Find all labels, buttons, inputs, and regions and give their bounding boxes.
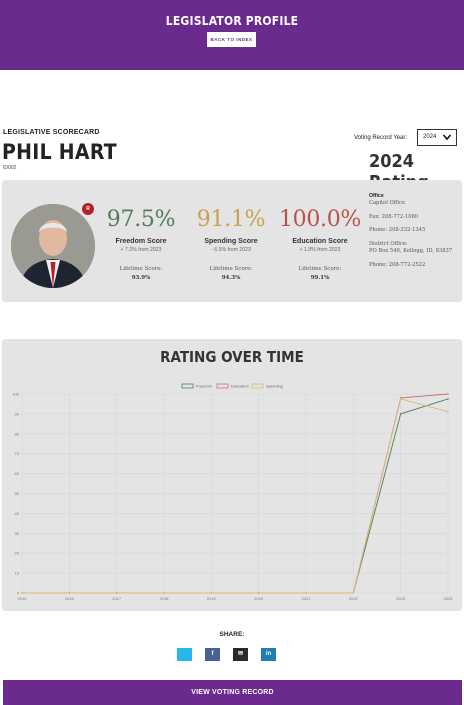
rating-chart-card xyxy=(2,339,462,611)
facebook-icon: f xyxy=(211,651,214,657)
data-point-spending xyxy=(352,592,355,594)
x-tick-label: 2015 xyxy=(18,596,28,601)
chart-title: RATING OVER TIME xyxy=(160,348,304,366)
x-tick-label: 2018 xyxy=(160,596,170,601)
spending-score-block: 91.1% Spending Score - 6.5% from 2023 Li… xyxy=(185,205,277,281)
district-office-label: District Office: xyxy=(369,241,408,247)
facebook-share-button[interactable]: f xyxy=(205,648,220,661)
legend-swatch-freedom xyxy=(181,383,194,389)
education-score-label: Education Score xyxy=(292,238,348,245)
x-tick-label: 2016 xyxy=(65,596,75,601)
y-tick-label: 90 xyxy=(15,411,20,416)
x-tick-label: 2022 xyxy=(349,596,359,601)
page-header: LEGISLATOR PROFILE BACK TO INDEX xyxy=(0,0,464,70)
y-tick-label: 20 xyxy=(15,551,20,556)
data-point-spending xyxy=(21,592,23,594)
education-score-value: 100.0% xyxy=(278,207,362,232)
y-tick-label: 30 xyxy=(15,531,20,536)
office-phone-capitol: Phone: 208-332-1345 xyxy=(369,227,426,234)
scorecard-label: LEGISLATIVE SCORECARD xyxy=(3,129,100,136)
party-badge: R xyxy=(82,203,94,215)
data-point-freedom xyxy=(399,413,402,415)
year-select[interactable]: 2024 xyxy=(417,129,457,146)
freedom-score-block: 97.5% Freedom Score + 7.2% from 2023 Lif… xyxy=(95,205,187,281)
district-office-address: PO Box 540, Kellogg, ID, 83837 xyxy=(369,247,453,254)
data-point-spending xyxy=(163,592,165,594)
linkedin-icon: in xyxy=(265,651,272,657)
x-tick-label: 2024 xyxy=(444,596,454,601)
office-phone-district: Phone: 208-772-2522 xyxy=(369,261,426,268)
data-point-spending xyxy=(210,592,213,594)
legislator-name: PHIL HART xyxy=(2,140,117,164)
spending-lifetime-label: Lifetime Score: xyxy=(209,266,253,272)
x-tick-label: 2023 xyxy=(396,596,406,601)
legend-label-spending: Spending xyxy=(266,384,283,389)
year-select-value: 2024 xyxy=(423,134,437,140)
education-lifetime-label: Lifetime Score: xyxy=(298,266,342,272)
page-title: LEGISLATOR PROFILE xyxy=(165,14,299,28)
office-heading: Office xyxy=(369,193,384,199)
y-tick-label: 70 xyxy=(15,451,20,456)
series-line-spending xyxy=(22,398,449,594)
y-tick-label: 40 xyxy=(15,511,20,516)
view-voting-record-button[interactable]: VIEW VOTING RECORD xyxy=(3,680,462,705)
office-fax: Fax: 208-772-1080 xyxy=(369,213,419,220)
y-tick-label: 60 xyxy=(15,471,20,476)
data-point-spending xyxy=(447,411,449,413)
freedom-lifetime-label: Lifetime Score: xyxy=(119,266,163,272)
legend-label-freedom: Freedom xyxy=(196,384,213,389)
education-lifetime-value: 99.1% xyxy=(310,275,330,281)
x-tick-label: 2021 xyxy=(302,596,312,601)
share-label: SHARE: xyxy=(219,631,245,638)
data-point-education xyxy=(447,393,449,395)
legend-label-education: Education xyxy=(231,384,249,389)
series-line-freedom xyxy=(22,398,449,594)
linkedin-share-button[interactable]: in xyxy=(261,648,276,661)
legend-swatch-education xyxy=(216,383,229,389)
data-point-spending xyxy=(257,592,260,594)
y-tick-label: 100 xyxy=(12,392,19,397)
rating-over-time-chart: 0 10 20 30 40 50 60 70 80 90 100 2015 2016 2017 2018 20… xyxy=(12,383,454,602)
education-score-change: + 1.8% from 2023 xyxy=(299,247,341,253)
legend-swatch-spending xyxy=(251,383,264,389)
y-tick-label: 10 xyxy=(15,571,20,576)
x-tick-label: 2019 xyxy=(207,596,217,601)
back-to-index-button[interactable]: BACK TO INDEX xyxy=(207,32,256,47)
freedom-lifetime-value: 93.9% xyxy=(131,275,151,281)
x-tick-label: 2020 xyxy=(254,596,264,601)
email-share-button[interactable]: ✉ xyxy=(233,648,248,661)
office-info: Office Capitol Office Fax: 208-772-1080 … xyxy=(369,193,459,268)
email-icon: ✉ xyxy=(237,651,244,657)
data-point-spending xyxy=(68,592,71,594)
data-point-spending xyxy=(305,592,307,594)
twitter-share-button[interactable] xyxy=(177,648,192,661)
spending-score-label: Spending Score xyxy=(204,238,258,245)
y-tick-label: 0 xyxy=(17,591,20,596)
y-tick-label: 80 xyxy=(15,431,20,436)
data-point-spending xyxy=(399,398,402,400)
freedom-score-value: 97.5% xyxy=(106,207,176,232)
data-point-freedom xyxy=(447,398,449,400)
data-point-spending xyxy=(115,592,118,594)
district-code: ID002 xyxy=(3,165,17,171)
x-tick-label: 2017 xyxy=(112,596,122,601)
chevron-down-icon xyxy=(442,134,452,141)
freedom-score-label: Freedom Score xyxy=(115,238,167,245)
legislator-photo xyxy=(11,204,95,288)
spending-lifetime-value: 94.3% xyxy=(221,275,241,281)
education-score-block: 100.0% Education Score + 1.8% from 2023 … xyxy=(274,205,366,281)
year-select-label: Voting Record Year: xyxy=(354,135,408,141)
spending-score-value: 91.1% xyxy=(196,207,266,232)
capitol-office: Capitol Office xyxy=(369,199,406,206)
y-tick-label: 50 xyxy=(15,491,20,496)
spending-score-change: - 6.5% from 2023 xyxy=(211,247,251,253)
freedom-score-change: + 7.2% from 2023 xyxy=(120,247,162,253)
